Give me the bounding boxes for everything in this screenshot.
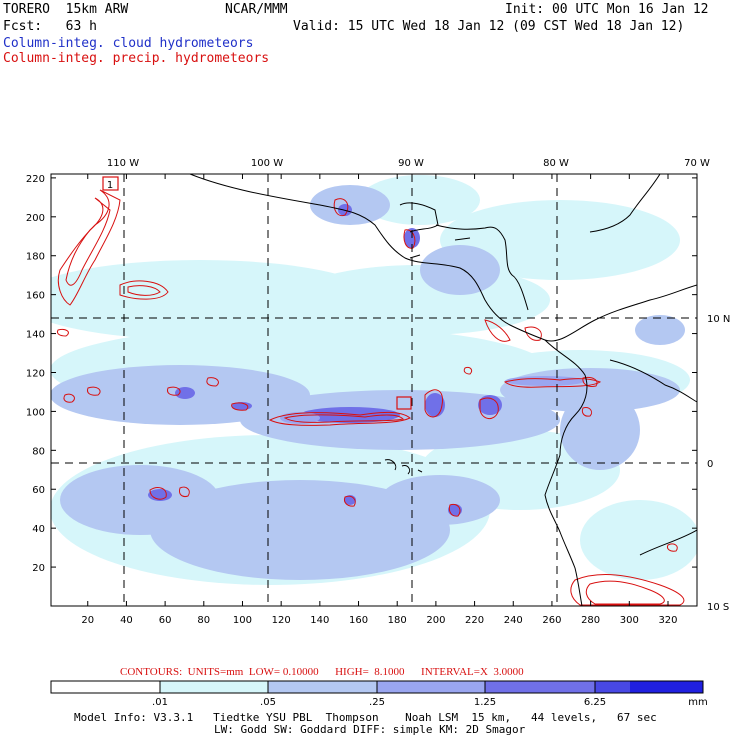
y-tick-label: 160 <box>26 291 45 302</box>
y-axis-ticks: 220 200 180 160 140 120 100 80 60 40 20 <box>26 174 697 574</box>
x-tick-label: 100 <box>233 615 252 626</box>
colorbar: .01 .05 .25 1.25 6.25 mm <box>50 680 708 708</box>
colorbar-segment <box>485 681 595 693</box>
colorbar-units: mm <box>688 697 707 708</box>
contours-info: CONTOURS: UNITS=mm LOW= 0.10000 HIGH= 8.… <box>120 666 524 678</box>
x-tick-label: 20 <box>81 615 94 626</box>
x-tick-label: 280 <box>581 615 600 626</box>
x-tick-label: 240 <box>504 615 523 626</box>
colorbar-segment <box>268 681 377 693</box>
valid-time: Valid: 15 UTC Wed 18 Jan 12 (09 CST Wed … <box>293 19 685 34</box>
model-title: TORERO 15km ARW <box>3 2 129 17</box>
lat-lon-grid <box>51 174 697 606</box>
lat-label: 10 N <box>707 314 730 325</box>
x-axis-ticks: 20 40 60 80 100 120 140 160 180 200 220 240 260 280 30… <box>81 174 678 626</box>
colorbar-segment <box>377 681 485 693</box>
lon-label: 80 W <box>543 158 569 169</box>
map-frame <box>50 173 698 607</box>
lon-label: 70 W <box>684 158 710 169</box>
x-tick-label: 200 <box>426 615 445 626</box>
lat-label: 0 <box>707 459 713 470</box>
y-tick-label: 80 <box>32 446 45 457</box>
colorbar-label: 6.25 <box>584 697 606 708</box>
location-box-label: 1 <box>107 180 113 191</box>
colorbar-label: .05 <box>260 697 276 708</box>
x-tick-label: 220 <box>465 615 484 626</box>
colorbar-segment <box>51 681 160 693</box>
cloud-shading-layer <box>51 174 697 606</box>
colorbar-label: 1.25 <box>474 697 496 708</box>
x-tick-label: 180 <box>388 615 407 626</box>
lon-label: 110 W <box>107 158 139 169</box>
lon-label: 90 W <box>398 158 424 169</box>
y-tick-label: 220 <box>26 174 45 185</box>
field-precip-label: Column-integ. precip. hydrometeors <box>3 51 270 66</box>
location-box-1 <box>102 176 119 191</box>
precip-contours <box>57 189 685 606</box>
x-tick-label: 160 <box>349 615 368 626</box>
colorbar-segment <box>630 681 703 693</box>
y-tick-label: 200 <box>26 213 45 224</box>
lon-label: 100 W <box>251 158 283 169</box>
x-tick-label: 140 <box>310 615 329 626</box>
colorbar-segment <box>160 681 268 693</box>
coastlines <box>189 174 697 606</box>
y-tick-label: 140 <box>26 330 45 341</box>
model-info-line2: LW: Godd SW: Goddard DIFF: simple KM: 2D… <box>214 723 526 736</box>
y-tick-label: 120 <box>26 368 45 379</box>
x-tick-label: 120 <box>272 615 291 626</box>
x-tick-label: 80 <box>197 615 210 626</box>
colorbar-label: .01 <box>152 697 168 708</box>
lon-labels: 110 W 100 W 90 W 80 W 70 W <box>107 158 710 169</box>
init-time: Init: 00 UTC Mon 16 Jan 12 <box>505 2 709 17</box>
model-info-line1: Model Info: V3.3.1 Tiedtke YSU PBL Thomp… <box>74 711 657 724</box>
center-name: NCAR/MMM <box>225 2 288 17</box>
lat-label: 10 S <box>707 602 729 613</box>
x-tick-label: 260 <box>542 615 561 626</box>
forecast-hour: Fcst: 63 h <box>3 19 97 34</box>
y-tick-label: 180 <box>26 252 45 263</box>
y-tick-label: 60 <box>32 485 45 496</box>
x-tick-label: 40 <box>120 615 133 626</box>
colorbar-segment <box>595 681 630 693</box>
colorbar-label: .25 <box>369 697 385 708</box>
location-box-2 <box>396 396 412 410</box>
field-cloud-label: Column-integ. cloud hydrometeors <box>3 36 254 51</box>
x-tick-label: 300 <box>620 615 639 626</box>
lat-labels: 10 N 0 10 S <box>707 314 730 613</box>
y-tick-label: 100 <box>26 407 45 418</box>
x-tick-label: 320 <box>658 615 677 626</box>
x-tick-label: 60 <box>159 615 172 626</box>
y-tick-label: 40 <box>32 524 45 535</box>
y-tick-label: 20 <box>32 563 45 574</box>
